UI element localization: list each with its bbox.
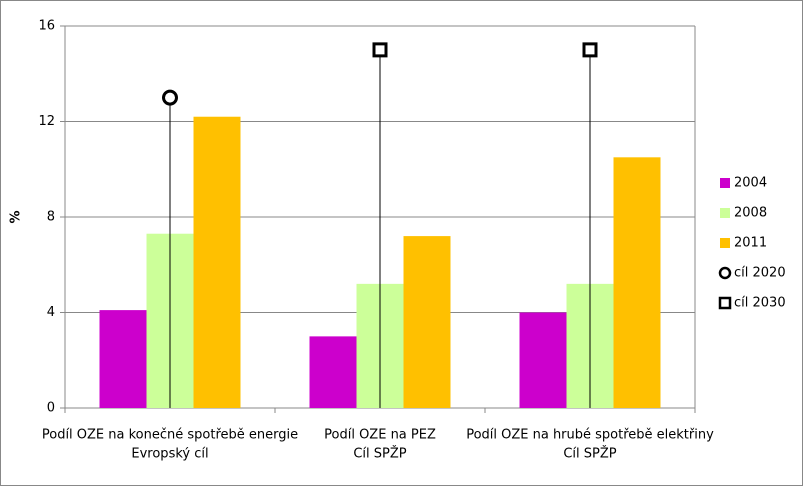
x-tick-label: Cíl SPŽP [353,446,406,462]
legend-swatch [718,296,732,310]
x-tick-label: Podíl OZE na konečné spotřebě energie [42,428,298,443]
legend-swatch [720,208,730,218]
bar [193,116,241,408]
legend-swatch [720,238,730,248]
bar [309,336,357,408]
legend-label: cíl 2020 [734,266,786,281]
legend-label: 2008 [734,206,767,221]
target-marker [582,42,598,58]
legend-label: 2011 [734,236,767,251]
y-tick-label: 4 [47,305,55,320]
y-axis-label: % [9,210,24,223]
x-tick-label: Evropský cíl [131,447,208,462]
target-marker [162,89,178,106]
y-tick-label: 16 [38,19,55,34]
bar [519,312,567,408]
x-tick-label: Podíl OZE na PEZ [324,428,436,443]
target-marker [372,42,388,58]
legend-label: 2004 [734,176,767,191]
y-tick-label: 8 [47,210,55,225]
bar [403,236,451,408]
legend-label: cíl 2030 [734,296,786,311]
y-tick-label: 12 [38,114,55,129]
x-tick-label: Podíl OZE na hrubé spotřebě elektřiny [466,428,714,443]
y-tick-label: 0 [47,401,55,416]
x-tick-label: Cíl SPŽP [563,446,616,462]
bar [613,157,661,408]
legend-swatch [720,178,730,188]
legend-swatch [718,266,732,280]
bar [99,310,147,408]
